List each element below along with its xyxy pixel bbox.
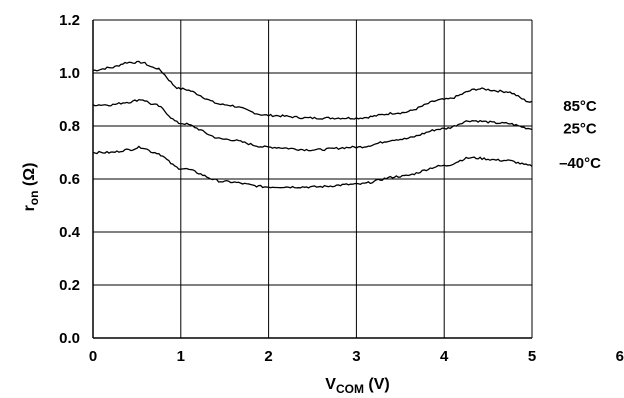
x-axis-label-unit: (V) xyxy=(364,376,390,393)
y-tick-labels: 0.0 0.2 0.4 0.6 0.8 1.0 1.2 xyxy=(59,12,81,347)
y-axis-label-main: r xyxy=(21,205,38,211)
series-label-0: 85°C xyxy=(563,98,597,115)
y-axis-label-unit: (Ω) xyxy=(21,163,38,191)
y-tick-label: 0.2 xyxy=(59,277,80,294)
y-tick-label: 0.0 xyxy=(59,330,80,347)
x-tick-label: 6 xyxy=(616,348,624,365)
series-lines xyxy=(92,60,533,189)
x-axis-label: VCOM (V) xyxy=(325,376,389,396)
x-tick-label: 1 xyxy=(177,348,185,365)
x-axis-label-main: V xyxy=(325,376,336,393)
series-label-2: –40°C xyxy=(559,155,601,172)
x-tick-label: 4 xyxy=(440,348,449,365)
x-tick-label: 2 xyxy=(264,348,272,365)
x-tick-labels: 0 1 2 3 4 5 6 xyxy=(89,348,624,365)
series-labels: 85°C 25°C –40°C xyxy=(559,98,601,172)
y-tick-label: 0.8 xyxy=(59,118,80,135)
grid xyxy=(93,20,532,338)
x-tick-label: 5 xyxy=(528,348,536,365)
y-axis-label: ron (Ω) xyxy=(21,163,41,212)
series-line-2 xyxy=(92,145,533,189)
x-tick-label: 0 xyxy=(89,348,97,365)
y-tick-label: 0.4 xyxy=(59,224,81,241)
y-tick-label: 1.2 xyxy=(59,12,80,29)
series-label-1: 25°C xyxy=(563,121,597,138)
y-tick-label: 0.6 xyxy=(59,171,80,188)
axes xyxy=(92,19,533,339)
x-tick-label: 3 xyxy=(352,348,360,365)
y-axis-label-sub: on xyxy=(27,191,41,206)
y-tick-label: 1.0 xyxy=(59,65,80,82)
series-line-0 xyxy=(92,60,533,120)
x-axis-label-sub: COM xyxy=(336,382,364,396)
series-line-1 xyxy=(92,98,533,152)
